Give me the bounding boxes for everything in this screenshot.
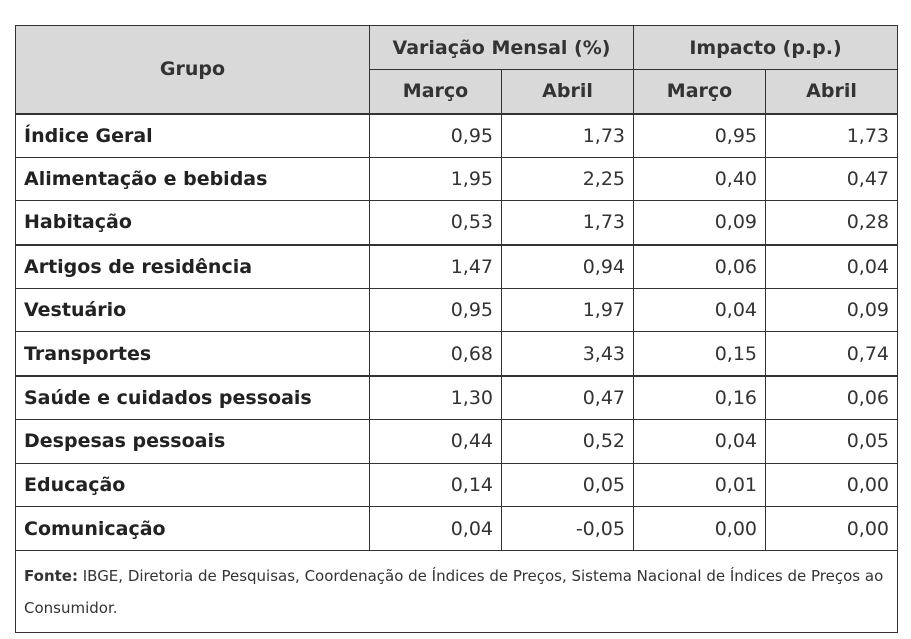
cell-variation-march: 0,95 xyxy=(369,287,502,333)
cell-variation-april: 1,97 xyxy=(501,287,634,333)
cell-impact-march: 0,16 xyxy=(633,374,766,420)
table-row: Comunicação 0,04 -0,05 0,00 0,00 xyxy=(15,506,898,551)
row-group-name: Despesas pessoais xyxy=(15,418,370,464)
table-row: Transportes 0,68 3,43 0,15 0,74 xyxy=(15,331,898,377)
cell-impact-march: 0,00 xyxy=(633,506,766,551)
table-row: Índice Geral 0,95 1,73 0,95 1,73 xyxy=(15,112,898,158)
cell-impact-april: 0,04 xyxy=(765,243,898,289)
table-row: Saúde e cuidados pessoais 1,30 0,47 0,16… xyxy=(15,374,898,420)
cell-impact-april: 0,00 xyxy=(765,462,898,508)
row-group-name: Transportes xyxy=(15,331,370,377)
cell-variation-march: 0,95 xyxy=(369,112,502,158)
cell-variation-march: 1,95 xyxy=(369,156,502,202)
table-row: Despesas pessoais 0,44 0,52 0,04 0,05 xyxy=(15,418,898,464)
cell-impact-april: 0,28 xyxy=(765,200,898,246)
header-impact: Impacto (p.p.) xyxy=(633,25,898,70)
source-label: Fonte: xyxy=(24,566,78,585)
header-impact-april: Abril xyxy=(765,69,898,114)
row-group-name: Educação xyxy=(15,462,370,508)
cell-variation-april: 0,05 xyxy=(501,462,634,508)
cell-impact-march: 0,04 xyxy=(633,418,766,464)
source-text: IBGE, Diretoria de Pesquisas, Coordenaçã… xyxy=(24,566,884,617)
cell-variation-march: 1,47 xyxy=(369,243,502,289)
cell-impact-march: 0,15 xyxy=(633,331,766,377)
header-variation-march: Março xyxy=(369,69,502,114)
header-group: Grupo xyxy=(15,25,370,114)
cell-variation-march: 1,30 xyxy=(369,374,502,420)
table-container: Grupo Variação Mensal (%) Impacto (p.p.)… xyxy=(15,25,898,633)
cell-variation-april: 1,73 xyxy=(501,112,634,158)
cell-impact-april: 0,05 xyxy=(765,418,898,464)
cell-impact-april: 0,06 xyxy=(765,374,898,420)
cell-variation-april: 0,52 xyxy=(501,418,634,464)
cell-variation-march: 0,44 xyxy=(369,418,502,464)
header-monthly-variation: Variação Mensal (%) xyxy=(369,25,634,70)
source-note: Fonte: IBGE, Diretoria de Pesquisas, Coo… xyxy=(15,549,898,633)
table-row: Alimentação e bebidas 1,95 2,25 0,40 0,4… xyxy=(15,156,898,202)
cell-impact-march: 0,04 xyxy=(633,287,766,333)
row-group-name: Habitação xyxy=(15,200,370,246)
cell-variation-march: 0,68 xyxy=(369,331,502,377)
table-row: Artigos de residência 1,47 0,94 0,06 0,0… xyxy=(15,243,898,289)
price-index-table: Grupo Variação Mensal (%) Impacto (p.p.)… xyxy=(15,25,898,633)
cell-impact-april: 0,00 xyxy=(765,506,898,551)
cell-variation-april: 2,25 xyxy=(501,156,634,202)
table-body: Índice Geral 0,95 1,73 0,95 1,73 Aliment… xyxy=(15,112,898,551)
cell-impact-april: 0,47 xyxy=(765,156,898,202)
row-group-name: Vestuário xyxy=(15,287,370,333)
cell-variation-march: 0,14 xyxy=(369,462,502,508)
cell-impact-april: 1,73 xyxy=(765,112,898,158)
table-row: Habitação 0,53 1,73 0,09 0,28 xyxy=(15,200,898,246)
row-group-name: Artigos de residência xyxy=(15,243,370,289)
cell-variation-march: 0,04 xyxy=(369,506,502,551)
table-row: Vestuário 0,95 1,97 0,04 0,09 xyxy=(15,287,898,333)
header-impact-march: Março xyxy=(633,69,766,114)
row-group-name: Comunicação xyxy=(15,506,370,551)
cell-variation-april: 1,73 xyxy=(501,200,634,246)
cell-variation-april: 0,47 xyxy=(501,374,634,420)
table-footer: Fonte: IBGE, Diretoria de Pesquisas, Coo… xyxy=(15,549,898,633)
cell-impact-march: 0,06 xyxy=(633,243,766,289)
cell-impact-march: 0,01 xyxy=(633,462,766,508)
cell-variation-april: 0,94 xyxy=(501,243,634,289)
cell-variation-april: -0,05 xyxy=(501,506,634,551)
row-group-name: Saúde e cuidados pessoais xyxy=(15,374,370,420)
table-header: Grupo Variação Mensal (%) Impacto (p.p.)… xyxy=(15,25,898,114)
cell-impact-april: 0,09 xyxy=(765,287,898,333)
cell-impact-march: 0,09 xyxy=(633,200,766,246)
cell-variation-april: 3,43 xyxy=(501,331,634,377)
cell-impact-march: 0,95 xyxy=(633,112,766,158)
cell-impact-april: 0,74 xyxy=(765,331,898,377)
table-row: Educação 0,14 0,05 0,01 0,00 xyxy=(15,462,898,508)
cell-variation-march: 0,53 xyxy=(369,200,502,246)
header-variation-april: Abril xyxy=(501,69,634,114)
row-group-name: Índice Geral xyxy=(15,112,370,158)
row-group-name: Alimentação e bebidas xyxy=(15,156,370,202)
cell-impact-march: 0,40 xyxy=(633,156,766,202)
